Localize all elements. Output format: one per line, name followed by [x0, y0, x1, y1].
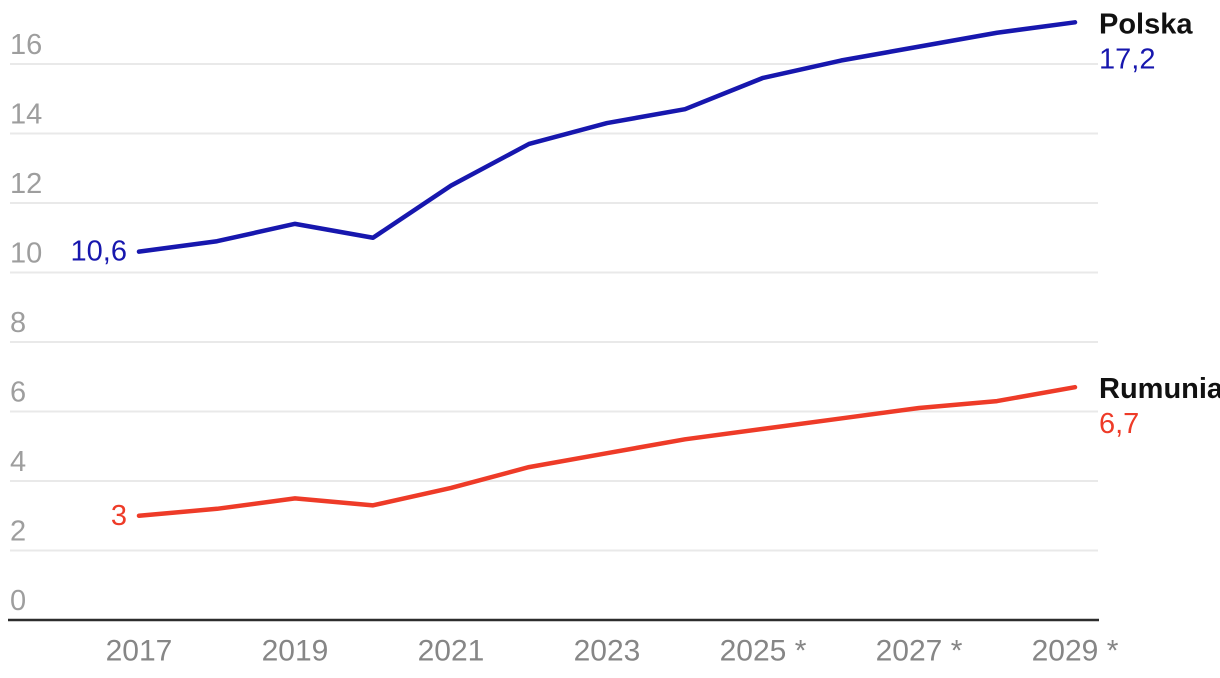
- series-line-polska: [136, 20, 1078, 254]
- x-axis-label-2025: 2025 *: [720, 635, 807, 668]
- y-axis-label-2: 2: [10, 516, 26, 548]
- series-start-value-rumunia: 3: [111, 500, 127, 532]
- series-end-value-polska: 17,2: [1099, 43, 1155, 75]
- y-axis-label-4: 4: [10, 446, 26, 478]
- y-axis-label-0: 0: [10, 585, 26, 617]
- x-axis-label-2021: 2021: [418, 635, 485, 668]
- x-axis-label-2023: 2023: [574, 635, 641, 668]
- x-axis-label-2027: 2027 *: [876, 635, 963, 668]
- series-line-rumunia: [136, 384, 1078, 518]
- x-axis-label-2017: 2017: [106, 635, 173, 668]
- y-axis-label-6: 6: [10, 377, 26, 409]
- y-axis-label-10: 10: [10, 238, 42, 270]
- series-end-value-rumunia: 6,7: [1099, 408, 1139, 440]
- x-axis-label-2029: 2029 *: [1032, 635, 1119, 668]
- series-name-polska: Polska: [1099, 8, 1193, 40]
- series-start-value-polska: 10,6: [71, 236, 127, 268]
- y-axis-label-16: 16: [10, 29, 42, 61]
- y-axis-label-12: 12: [10, 168, 42, 200]
- y-axis-label-8: 8: [10, 307, 26, 339]
- x-axis-label-2019: 2019: [262, 635, 329, 668]
- y-axis-label-14: 14: [10, 99, 42, 131]
- series-name-rumunia: Rumunia: [1099, 373, 1220, 405]
